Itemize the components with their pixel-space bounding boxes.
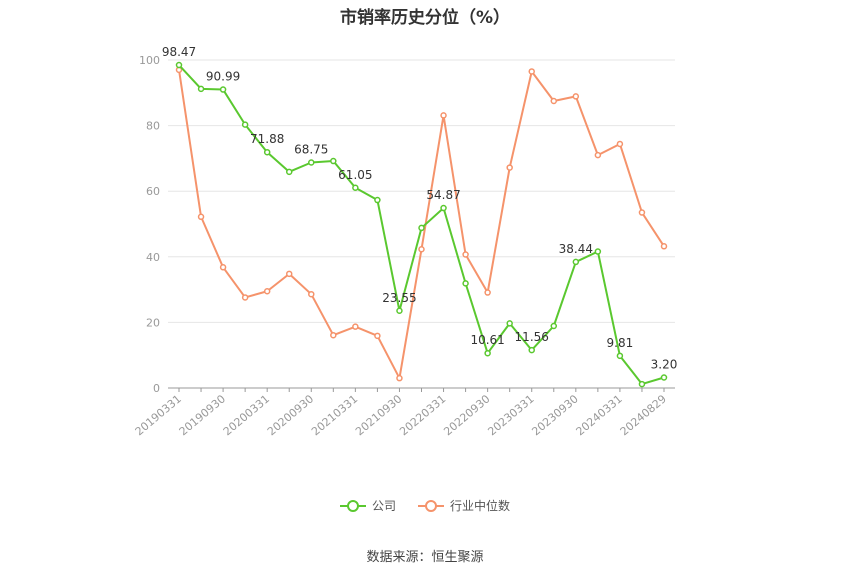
data-point	[550, 322, 558, 330]
data-point	[330, 157, 337, 165]
data-point	[506, 320, 513, 327]
data-label: 38.44	[559, 242, 593, 256]
data-label: 3.20	[651, 358, 678, 372]
data-label: 54.87	[426, 188, 460, 202]
data-point	[374, 332, 381, 340]
data-point	[484, 289, 491, 296]
y-tick-label: 60	[146, 185, 160, 198]
data-point	[462, 251, 469, 258]
data-point	[263, 287, 271, 295]
data-point	[241, 121, 249, 128]
y-tick-label: 100	[139, 54, 160, 67]
data-label: 98.47	[162, 45, 196, 59]
data-label: 61.05	[338, 168, 372, 182]
data-point	[263, 148, 271, 156]
data-point	[594, 151, 602, 159]
data-point	[396, 374, 403, 382]
data-point	[462, 280, 469, 287]
grid-layer	[168, 59, 675, 323]
x-tick-label: 20190930	[177, 392, 228, 438]
data-point	[396, 307, 403, 315]
legend-swatch-company	[339, 499, 366, 513]
data-point	[352, 323, 359, 330]
y-tick-label: 0	[153, 382, 160, 395]
data-point	[285, 270, 293, 278]
data-point	[175, 61, 183, 69]
legend-label-industry: 行业中位数	[450, 499, 511, 513]
legend-item-company[interactable]: 公司	[339, 497, 396, 514]
chart-title: 市销率历史分位（%）	[339, 8, 511, 28]
data-point	[638, 380, 646, 388]
data-point	[285, 168, 293, 176]
data-label: 90.99	[206, 70, 240, 84]
legend-item-industry[interactable]: 行业中位数	[418, 497, 510, 514]
data-point	[616, 140, 624, 148]
data-point	[572, 258, 580, 266]
data-point	[638, 209, 646, 216]
x-tick-label: 20200331	[221, 392, 272, 438]
data-label: 9.81	[607, 336, 634, 350]
legend: 公司 行业中位数	[0, 497, 850, 514]
data-label: 11.56	[515, 330, 549, 344]
x-tick-label: 20200930	[265, 392, 316, 438]
data-point	[484, 349, 491, 357]
data-label: 10.61	[470, 333, 504, 347]
data-point	[352, 184, 359, 192]
data-point	[528, 346, 535, 354]
series-layer	[175, 61, 668, 388]
x-tick-label: 20220930	[441, 392, 492, 438]
data-point	[308, 290, 315, 298]
data-point	[660, 243, 668, 250]
legend-label-company: 公司	[371, 499, 396, 513]
data-point	[550, 97, 558, 105]
x-tick-label: 20230331	[485, 392, 536, 438]
data-point	[308, 159, 315, 166]
data-point	[660, 374, 668, 381]
data-point	[572, 93, 580, 100]
y-tick-label: 40	[146, 251, 160, 264]
data-point	[374, 196, 381, 204]
data-point	[219, 86, 227, 93]
source-note: 数据来源：恒生聚源	[366, 550, 484, 565]
legend-swatch-industry	[418, 499, 444, 513]
data-point	[197, 213, 205, 221]
data-point	[528, 68, 535, 75]
x-tick-label: 20240331	[574, 392, 625, 438]
series-line-0	[178, 64, 665, 386]
data-point	[330, 331, 337, 339]
data-label: 71.88	[250, 132, 284, 146]
x-tick-label: 20210331	[309, 392, 360, 438]
x-tick-label: 20240829	[618, 392, 669, 438]
data-label: 23.55	[382, 291, 416, 305]
data-point	[219, 264, 227, 271]
data-point	[197, 85, 205, 93]
data-point	[418, 224, 425, 232]
y-tick-label: 20	[146, 316, 160, 329]
label-layer: 98.47 90.99 71.88 68.75 61.05 23.55 54.87 10.61…	[162, 45, 678, 371]
x-tick-label: 20190331	[133, 392, 184, 438]
data-point	[506, 164, 513, 171]
x-tick-label: 20220331	[397, 392, 448, 438]
data-label: 68.75	[294, 143, 328, 157]
y-tick-label: 80	[146, 120, 160, 133]
series-line-1	[178, 69, 665, 380]
x-tick-label: 20210930	[353, 392, 404, 438]
data-point	[418, 246, 425, 253]
data-point	[241, 294, 249, 301]
x-tick-label: 20230930	[529, 392, 580, 438]
data-point	[616, 352, 624, 360]
data-point	[440, 204, 447, 212]
data-point	[594, 248, 602, 255]
data-point	[440, 112, 447, 119]
